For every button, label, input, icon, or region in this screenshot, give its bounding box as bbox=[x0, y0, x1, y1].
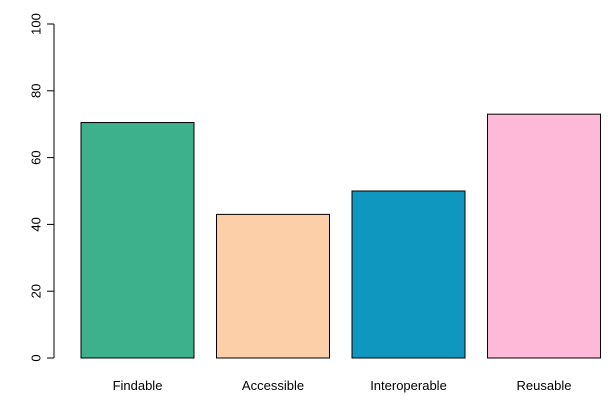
y-tick-label: 80 bbox=[28, 84, 43, 98]
bar-findable bbox=[80, 122, 195, 359]
bar-reusable bbox=[487, 113, 601, 359]
x-tick-label: Findable bbox=[113, 378, 163, 393]
y-tick-label: 0 bbox=[28, 354, 43, 361]
y-axis: 0 20 40 60 80 100 bbox=[28, 13, 55, 362]
y-tick-label: 60 bbox=[28, 150, 43, 164]
y-tick-label: 100 bbox=[28, 13, 43, 35]
bars bbox=[80, 113, 601, 359]
bar-interoperable bbox=[351, 190, 466, 359]
bar-accessible bbox=[216, 213, 330, 359]
x-tick-label: Interoperable bbox=[370, 378, 447, 393]
x-axis-labels: Findable Accessible Interoperable Reusable bbox=[113, 378, 572, 393]
y-tick-label: 40 bbox=[28, 217, 43, 231]
y-tick-label: 20 bbox=[28, 284, 43, 298]
x-tick-label: Reusable bbox=[517, 378, 572, 393]
x-tick-label: Accessible bbox=[242, 378, 304, 393]
